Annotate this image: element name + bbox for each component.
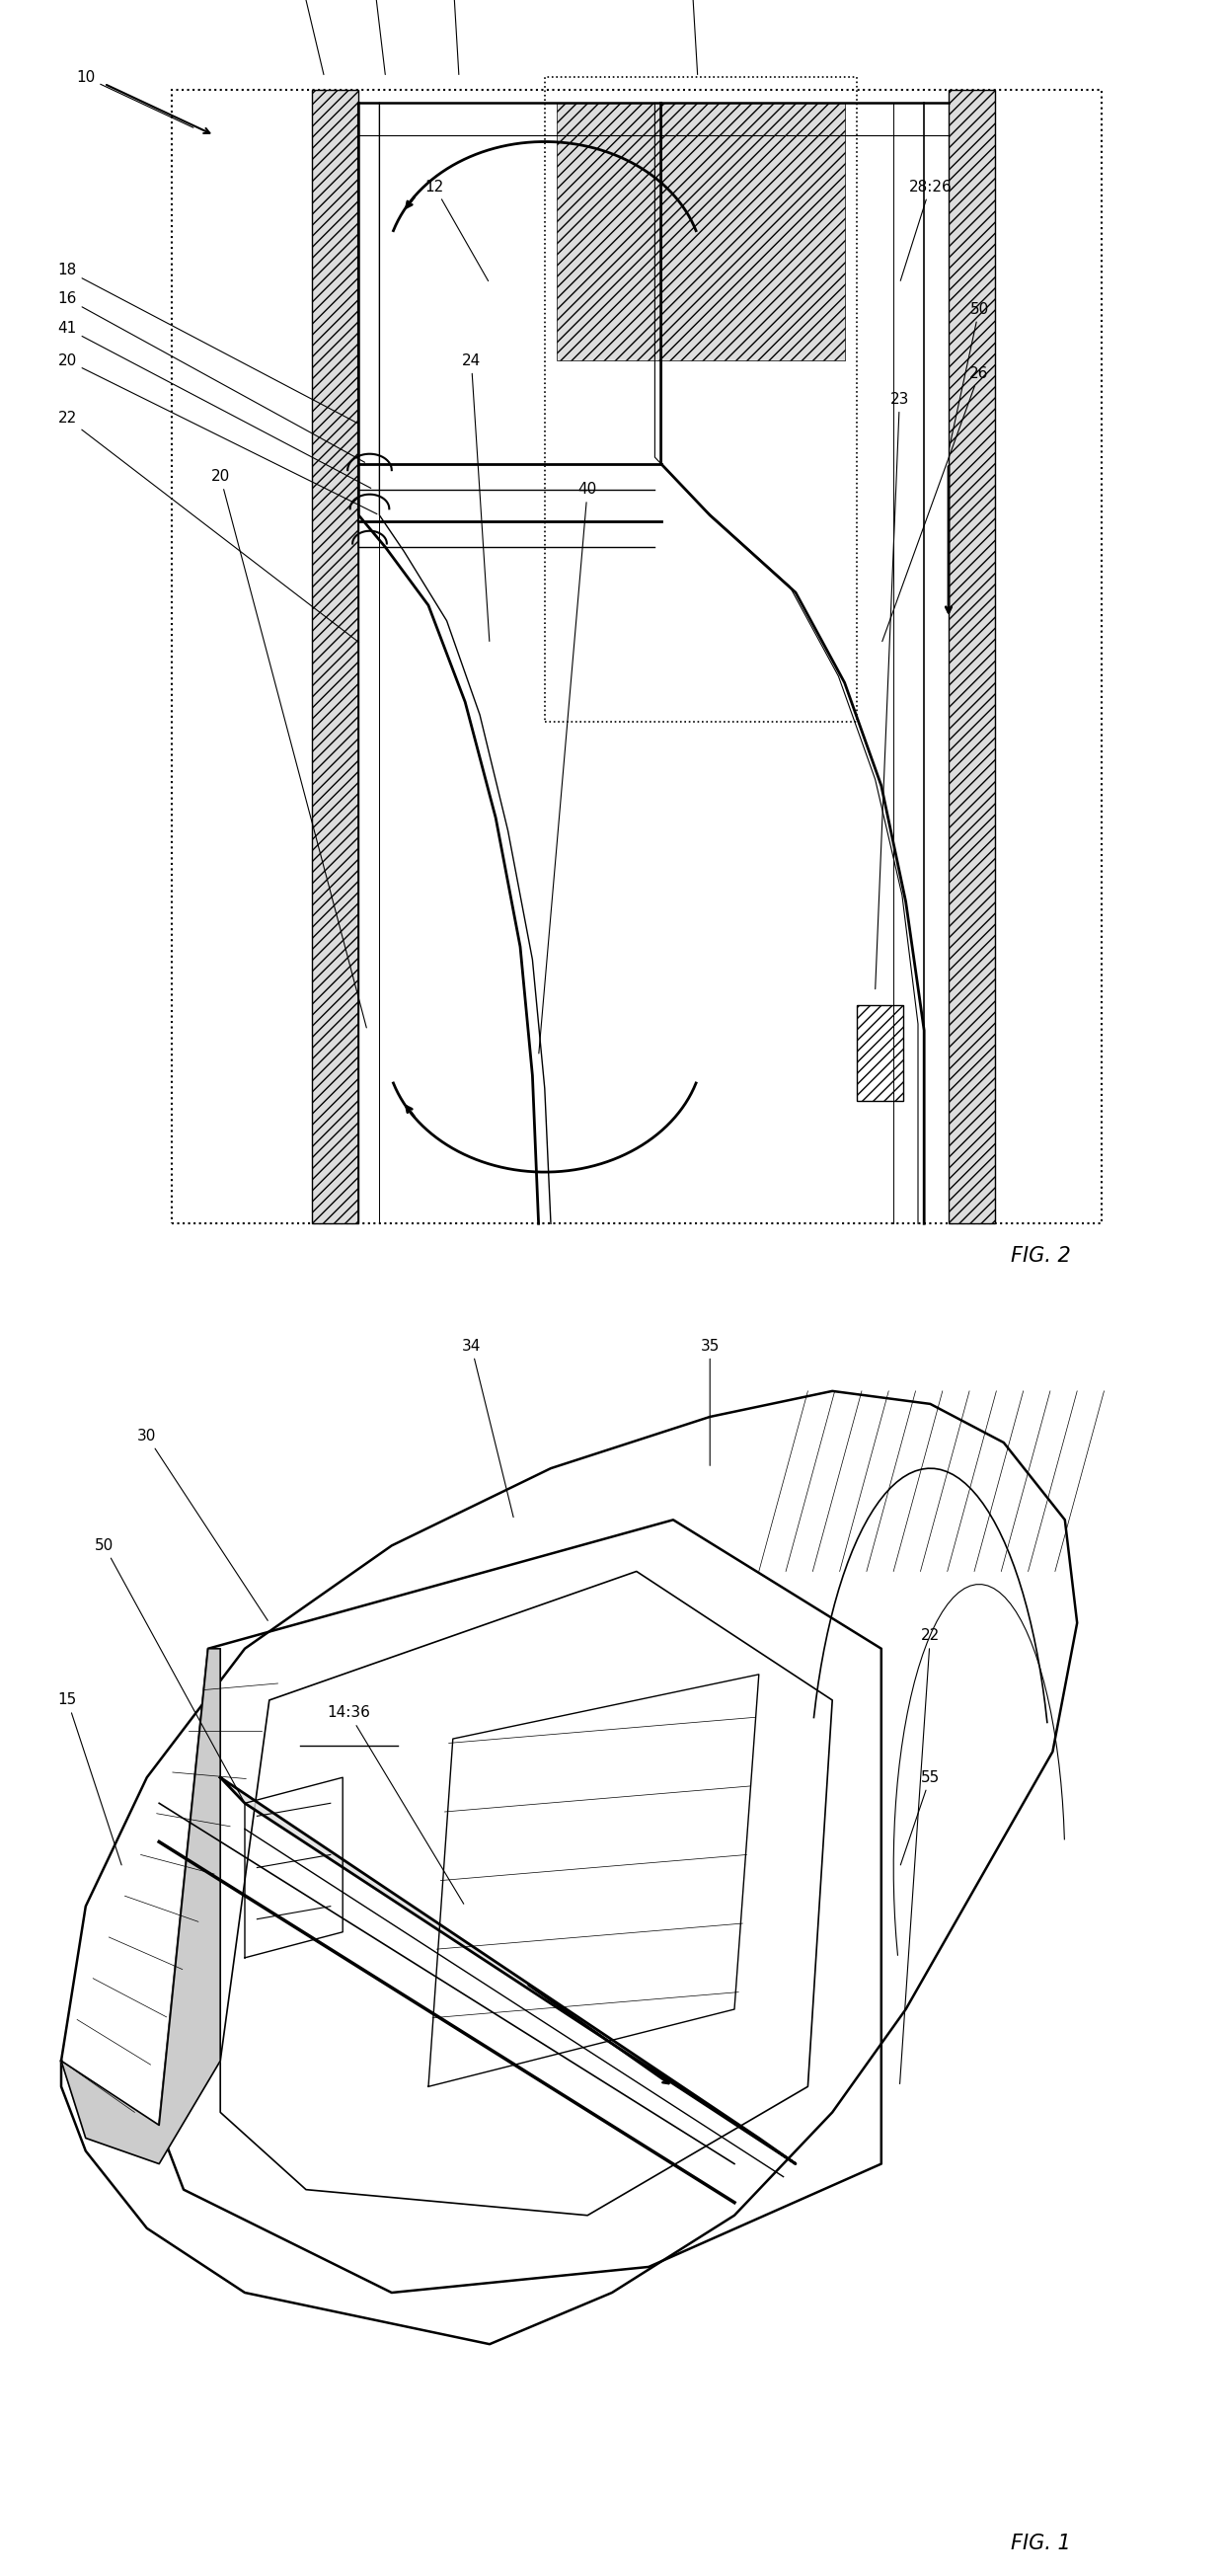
Bar [312, 90, 359, 1224]
Text: 35: 35 [700, 1340, 720, 1466]
Bar [557, 103, 845, 361]
Text: 16: 16 [58, 291, 365, 461]
Polygon shape [61, 1649, 220, 2164]
Polygon shape [220, 1777, 796, 2164]
Bar [171, 90, 1102, 1224]
Text: 15: 15 [58, 1692, 121, 1865]
Text: 20: 20 [443, 0, 463, 75]
Text: 28:26: 28:26 [901, 180, 952, 281]
Text: 50: 50 [949, 301, 989, 448]
Text: 14: 14 [364, 0, 386, 75]
Text: 10: 10 [76, 70, 193, 129]
Text: 18: 18 [58, 263, 359, 425]
Text: 41: 41 [58, 322, 371, 489]
Text: 30: 30 [137, 1430, 268, 1620]
Text: 40: 40 [539, 482, 597, 1054]
Text: 55: 55 [901, 1770, 940, 1865]
Text: 24: 24 [461, 353, 490, 641]
Text: 50: 50 [94, 1538, 244, 1801]
Text: 12: 12 [425, 180, 488, 281]
Text: 20: 20 [211, 469, 366, 1028]
Text: 14:36: 14:36 [327, 1705, 464, 1904]
Text: 32: 32 [682, 0, 701, 75]
Text: FIG. 1: FIG. 1 [1011, 2535, 1070, 2553]
Text: FIG. 2: FIG. 2 [1011, 1247, 1070, 1265]
Polygon shape [159, 1520, 881, 2293]
Bar [545, 77, 857, 721]
Text: 22: 22 [58, 412, 359, 641]
Text: 20: 20 [58, 353, 377, 515]
Text: 22: 22 [900, 1628, 940, 2084]
Text: 34: 34 [461, 1340, 513, 1517]
Bar [857, 1005, 903, 1103]
Text: 23: 23 [875, 392, 909, 989]
Bar [949, 90, 995, 1224]
Text: 26: 26 [883, 366, 989, 641]
Text: 36: 36 [290, 0, 323, 75]
